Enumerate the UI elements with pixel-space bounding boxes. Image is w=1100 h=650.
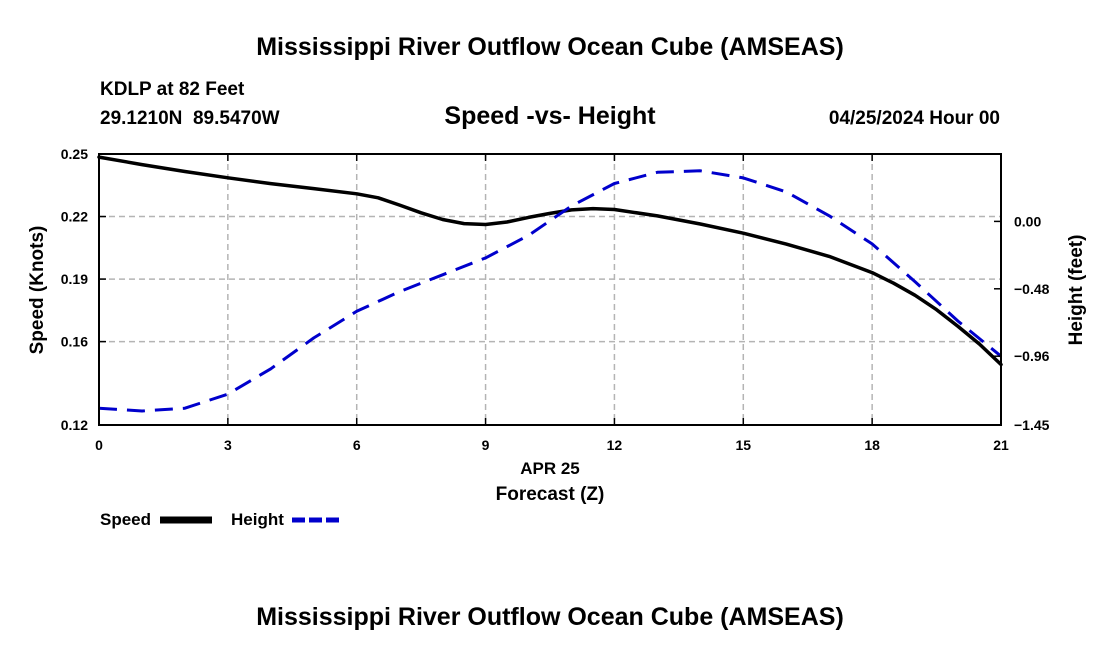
y-left-tick-label: 0.16 — [61, 334, 88, 350]
x-tick-label: 21 — [993, 437, 1009, 453]
x-tick-label: 15 — [735, 437, 751, 453]
legend: Speed Height — [100, 510, 342, 529]
x-tick-label: 6 — [353, 437, 361, 453]
y-right-tick-label: −0.48 — [1014, 281, 1050, 297]
axis-ticks: 0 3 6 9 12 15 18 21 0.12 0.16 0.19 0.22 0.25 −1.45 −0.… — [61, 146, 1050, 453]
station-coordinates: 29.1210N 89.5470W — [100, 108, 280, 129]
x-tick-label: 3 — [224, 437, 232, 453]
station-name: KDLP at 82 Feet — [100, 79, 245, 100]
chart-subtitle: Speed -vs- Height — [444, 102, 656, 130]
series-line-height — [98, 169, 1002, 413]
y-right-tick-label: −0.96 — [1014, 348, 1050, 364]
y-left-tick-label: 0.25 — [61, 146, 88, 162]
x-tick-label: 9 — [482, 437, 490, 453]
series-line-speed — [97, 155, 1003, 367]
y-left-tick-label: 0.22 — [61, 209, 88, 225]
y-left-tick-label: 0.19 — [61, 271, 88, 287]
y-left-tick-label: 0.12 — [61, 417, 88, 433]
legend-label-speed: Speed — [100, 510, 151, 529]
x-tick-label: 18 — [864, 437, 880, 453]
forecast-datetime: 04/25/2024 Hour 00 — [829, 108, 1000, 129]
y-axis-left-label: Speed (Knots) — [27, 226, 48, 355]
y-axis-right-label: Height (feet) — [1066, 235, 1087, 346]
x-axis-label: Forecast (Z) — [496, 484, 605, 505]
x-axis-date-label: APR 25 — [520, 459, 580, 478]
x-tick-label: 12 — [607, 437, 623, 453]
legend-label-height: Height — [231, 510, 284, 529]
y-right-tick-label: −1.45 — [1014, 417, 1050, 433]
y-right-tick-label: 0.00 — [1014, 213, 1041, 229]
footer-title: Mississippi River Outflow Ocean Cube (AM… — [256, 603, 844, 631]
chart-title: Mississippi River Outflow Ocean Cube (AM… — [256, 33, 844, 61]
series-group — [97, 155, 1003, 413]
plot-frame — [98, 153, 1002, 426]
x-tick-label: 0 — [95, 437, 103, 453]
grid-lines — [99, 154, 1001, 425]
